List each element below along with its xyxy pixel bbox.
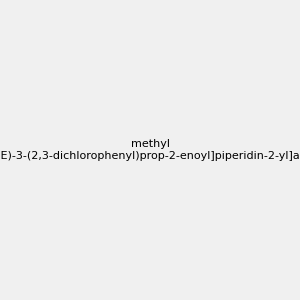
Text: methyl 2-[1-[(E)-3-(2,3-dichlorophenyl)prop-2-enoyl]piperidin-2-yl]acetate: methyl 2-[1-[(E)-3-(2,3-dichlorophenyl)p… xyxy=(0,139,300,161)
